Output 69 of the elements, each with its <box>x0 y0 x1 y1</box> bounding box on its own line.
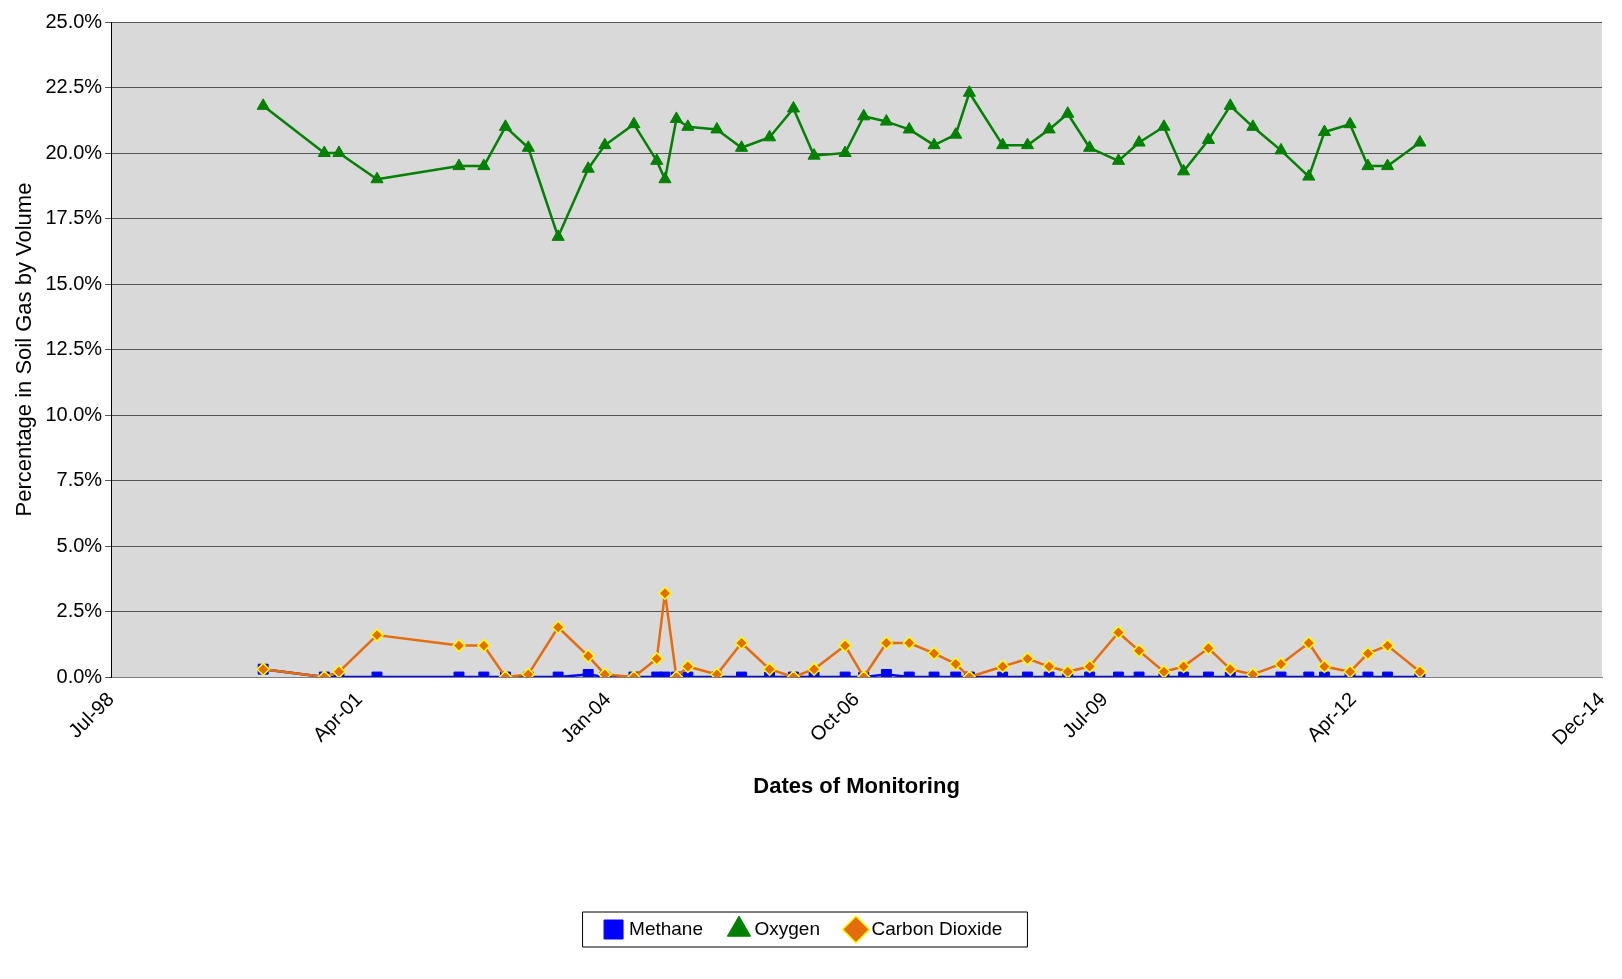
point <box>838 145 852 158</box>
point <box>681 119 695 131</box>
point <box>1343 116 1357 129</box>
point <box>1381 158 1395 171</box>
point <box>477 158 491 171</box>
legend-label: Carbon Dioxide <box>871 917 1003 939</box>
point <box>879 114 893 126</box>
y-tick-label: 17.5% <box>45 206 103 229</box>
y-tick-label: 15.0% <box>45 271 103 294</box>
point <box>1223 98 1237 110</box>
point <box>1020 137 1035 150</box>
point <box>807 148 821 160</box>
point <box>1274 142 1288 155</box>
point <box>521 667 536 678</box>
y-tick-label: 12.5% <box>45 337 103 360</box>
point <box>857 108 871 121</box>
point <box>1302 169 1316 181</box>
point <box>650 153 664 165</box>
point <box>1176 163 1191 176</box>
y-tick-label: 22.5% <box>45 75 103 98</box>
point <box>710 667 724 678</box>
legend-label: Methane <box>629 917 704 939</box>
point <box>1413 135 1427 147</box>
point <box>1132 135 1146 147</box>
point <box>521 140 535 152</box>
point <box>1111 153 1126 165</box>
point <box>598 667 612 678</box>
point <box>582 668 594 678</box>
point <box>1361 158 1375 171</box>
point <box>786 100 800 113</box>
point <box>658 171 672 184</box>
point <box>498 119 513 131</box>
y-tick-label: 2.5% <box>56 599 103 622</box>
point <box>996 137 1010 150</box>
y-tick-label: 10.0% <box>45 402 103 425</box>
point <box>1157 119 1171 131</box>
y-tick-label: 5.0% <box>56 533 103 556</box>
point <box>1083 140 1097 152</box>
y-tick-label: 7.5% <box>56 468 103 491</box>
point <box>332 145 346 158</box>
point <box>598 137 612 150</box>
point <box>734 140 749 152</box>
point <box>317 145 331 158</box>
y-axis-title: Percentage in Soil Gas by Volume <box>11 182 37 517</box>
point <box>1246 667 1260 678</box>
point <box>1061 106 1075 118</box>
point <box>927 137 941 150</box>
point <box>962 85 976 97</box>
y-tick-label: 25.0% <box>45 9 103 32</box>
point <box>710 121 724 134</box>
point <box>1201 132 1215 144</box>
point <box>763 129 777 142</box>
point <box>902 121 916 134</box>
y-tick-label: 20.0% <box>45 140 103 163</box>
point <box>949 127 963 139</box>
y-tick-label: 0.0% <box>56 664 103 687</box>
point <box>256 98 270 110</box>
point <box>551 229 565 241</box>
x-axis-title: Dates of Monitoring <box>753 772 960 798</box>
legend-label: Oxygen <box>754 917 820 939</box>
point <box>1317 124 1332 137</box>
point <box>669 111 683 123</box>
point <box>452 158 466 171</box>
point <box>627 116 641 129</box>
point <box>880 668 892 678</box>
point <box>370 171 384 184</box>
point <box>1246 119 1260 131</box>
point <box>1042 121 1056 134</box>
point <box>581 161 595 173</box>
